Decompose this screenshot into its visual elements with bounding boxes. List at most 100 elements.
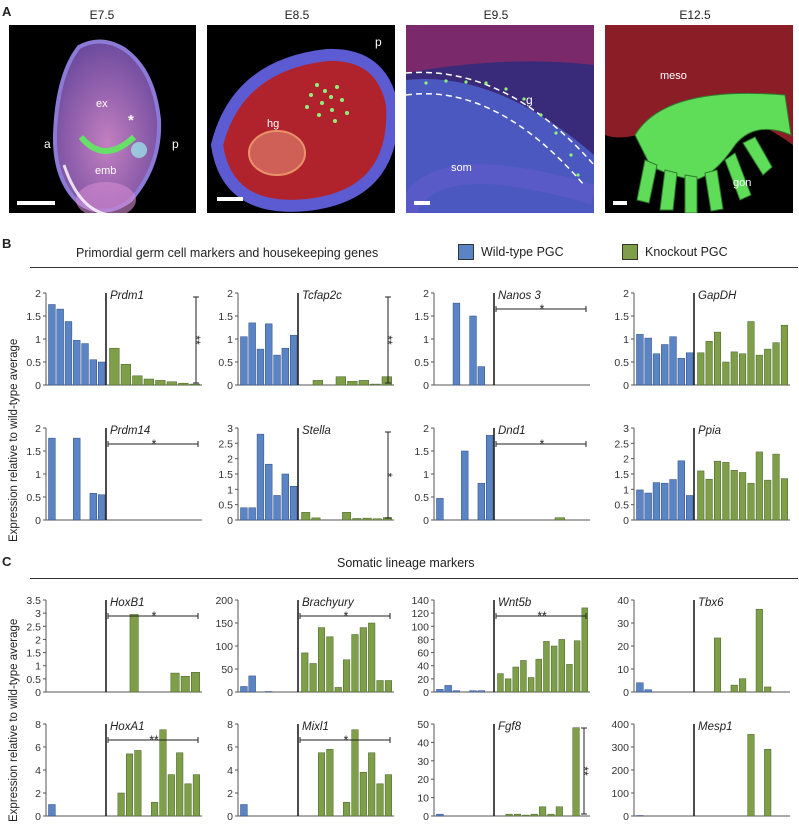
ko-bar (498, 674, 504, 692)
ko-bar (739, 354, 746, 385)
ko-bar (706, 341, 713, 385)
ko-bar (773, 343, 780, 385)
ko-bar (528, 678, 534, 692)
y-tick-label: 2 (35, 423, 41, 435)
y-tick-label: 0 (35, 811, 41, 823)
gene-label: HoxA1 (110, 721, 145, 733)
y-tick-label: 1.5 (414, 446, 429, 458)
gene-label: Fgf8 (498, 721, 522, 733)
ko-bar (556, 807, 563, 816)
panel-b-letter: B (2, 236, 11, 251)
gene-label: Nanos 3 (498, 290, 541, 302)
y-tick-label: 300 (611, 742, 629, 754)
y-tick-label: 1 (423, 469, 429, 481)
ko-bar (377, 681, 384, 693)
significance-label: * (540, 437, 545, 451)
ko-bar (756, 452, 763, 520)
y-tick-label: 1 (423, 334, 429, 346)
label-emb: emb (95, 165, 116, 177)
y-tick-label: 2 (35, 288, 41, 300)
wt-bar (249, 323, 256, 385)
ko-bar (739, 679, 746, 692)
ko-bar (723, 462, 730, 520)
ko-bar (506, 814, 513, 816)
y-tick-label: 1.5 (414, 311, 429, 323)
y-tick-label: 30 (417, 756, 429, 768)
y-tick-label: 10 (617, 664, 629, 676)
label-p-e75: p (172, 137, 179, 151)
y-tick-label: 0.5 (26, 674, 41, 686)
wt-bar (670, 337, 677, 385)
panel-b-title: Primordial germ cell markers and houseke… (76, 246, 378, 260)
y-tick-label: 4 (227, 765, 233, 777)
wt-bar (241, 337, 248, 385)
wt-bar (686, 495, 693, 520)
wt-bar (249, 676, 256, 692)
significance-label: * (381, 473, 395, 478)
y-tick-label: 0 (623, 687, 629, 699)
stage-label-e75: E7.5 (12, 8, 192, 22)
y-tick-label: 6 (35, 742, 41, 754)
ko-bar (698, 471, 705, 520)
wt-bar (49, 805, 56, 817)
ko-bar (368, 623, 375, 692)
y-tick-label: 1.5 (26, 648, 41, 660)
panel-b-rule (30, 267, 798, 268)
ko-bar (756, 355, 763, 385)
y-tick-label: 2 (227, 788, 233, 800)
wt-bar (90, 360, 97, 385)
y-tick-label: 2.5 (26, 621, 41, 633)
y-tick-label: 0 (35, 687, 41, 699)
ko-bar (764, 480, 771, 520)
ko-bar (555, 518, 565, 520)
ko-bar (521, 660, 527, 692)
y-tick-label: 0 (423, 515, 429, 527)
y-tick-label: 2 (423, 288, 429, 300)
ko-bar (698, 353, 705, 385)
wt-bar (645, 338, 652, 385)
wt-bar (637, 683, 644, 692)
significance-label: ** (189, 335, 203, 345)
gene-label: Brachyury (302, 597, 355, 609)
ko-bar (714, 332, 721, 385)
wt-bar (645, 493, 652, 520)
ko-bar (168, 775, 175, 816)
y-tick-label: 80 (417, 634, 429, 646)
y-tick-label: 1 (35, 334, 41, 346)
y-tick-label: 3 (35, 608, 41, 620)
panel-c-letter: C (2, 554, 11, 569)
wt-bar (653, 483, 660, 520)
y-tick-label: 400 (611, 719, 629, 731)
significance-label: ** (577, 766, 591, 776)
ko-bar (343, 660, 350, 692)
gene-label: Mesp1 (698, 721, 733, 733)
y-tick-label: 20 (417, 674, 429, 686)
label-g: g (526, 93, 533, 107)
ko-bar (167, 382, 177, 385)
ko-bar (352, 730, 359, 816)
wt-bar (73, 340, 80, 385)
y-tick-label: 0 (423, 811, 429, 823)
significance-label: * (540, 302, 545, 316)
ko-bar (343, 802, 350, 816)
wt-bar (478, 367, 485, 385)
wt-bar (274, 355, 281, 385)
label-som: som (451, 162, 472, 174)
wt-bar (241, 805, 248, 817)
y-tick-label: 0.5 (26, 357, 41, 369)
label-gon: gon (733, 177, 751, 189)
wt-bar (282, 348, 289, 385)
y-tick-label: 1 (623, 484, 629, 496)
y-tick-label: 0.5 (614, 500, 629, 512)
ko-bar (368, 753, 375, 816)
ko-bar (756, 609, 763, 692)
y-tick-label: 1 (227, 334, 233, 346)
label-star: * (128, 112, 134, 129)
y-tick-label: 100 (611, 788, 629, 800)
y-tick-label: 3 (623, 423, 629, 435)
micrograph-e125: meso gon (605, 25, 793, 213)
